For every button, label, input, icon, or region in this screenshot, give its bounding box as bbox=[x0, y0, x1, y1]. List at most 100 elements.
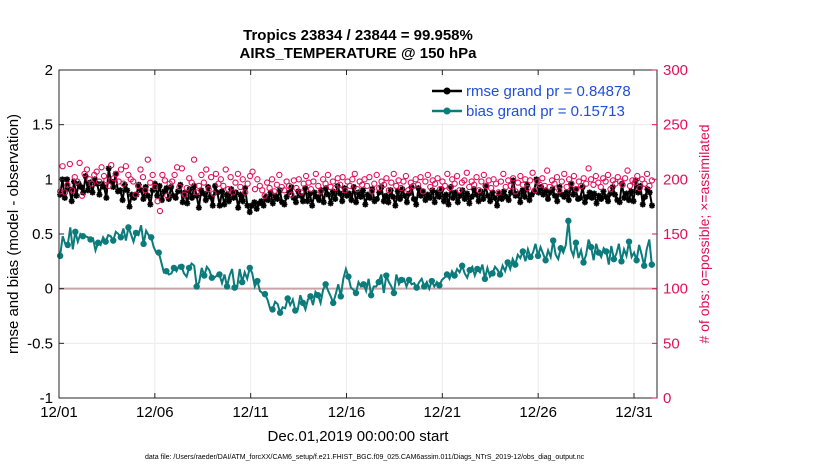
y-right-axis-ticks: 0 50 100 150 200 250 300 bbox=[652, 62, 688, 407]
obs-count-marker bbox=[509, 175, 517, 182]
bias-marker bbox=[512, 261, 519, 268]
obs-count-marker bbox=[582, 180, 590, 187]
rmse-marker bbox=[225, 198, 232, 205]
rmse-marker bbox=[223, 191, 230, 198]
rmse-marker bbox=[237, 191, 244, 198]
rmse-marker bbox=[593, 200, 600, 207]
obs-count-marker bbox=[556, 187, 563, 194]
rmse-marker bbox=[528, 191, 535, 198]
bias-marker bbox=[64, 241, 71, 249]
x-tick-label: 12/11 bbox=[232, 404, 268, 421]
rmse-marker bbox=[108, 178, 115, 185]
obs-count-marker bbox=[337, 181, 344, 188]
x-axis-ticks: 12/01 12/06 12/11 12/16 12/21 12/26 12/31 bbox=[40, 70, 653, 421]
rmse-marker bbox=[279, 199, 286, 206]
rmse-marker bbox=[542, 187, 549, 194]
rmse-marker bbox=[572, 186, 579, 193]
data-file-footnote: data file: /Users/raeder/DAI/ATM_forcXX/… bbox=[145, 454, 585, 461]
obs-count-marker bbox=[641, 180, 648, 187]
obs-count-marker bbox=[295, 176, 302, 183]
rmse-marker bbox=[357, 193, 364, 200]
rmse-marker bbox=[355, 189, 362, 196]
obs-count-marker bbox=[176, 183, 183, 191]
bias-marker bbox=[648, 261, 655, 268]
rmse-marker bbox=[149, 187, 156, 194]
bias-marker bbox=[307, 293, 314, 300]
bias-marker bbox=[367, 292, 375, 299]
rmse-marker bbox=[526, 197, 533, 204]
obs-count-marker bbox=[329, 178, 337, 185]
obs-count-marker bbox=[190, 156, 198, 163]
rmse-marker bbox=[98, 180, 105, 187]
obs-count-marker bbox=[519, 181, 526, 188]
obs-count-marker bbox=[251, 186, 259, 193]
rmse-marker bbox=[556, 183, 563, 190]
rmse-marker bbox=[168, 183, 175, 190]
rmse-marker bbox=[297, 192, 304, 199]
y-tick-label: 1 bbox=[45, 171, 53, 188]
rmse-marker bbox=[399, 186, 406, 193]
bias-marker bbox=[405, 276, 413, 284]
obs-count-marker bbox=[188, 179, 195, 186]
rmse-marker bbox=[466, 200, 473, 207]
rmse-marker bbox=[84, 187, 91, 194]
rmse-marker bbox=[635, 189, 642, 196]
y-tick-label: -0.5 bbox=[27, 335, 53, 352]
rmse-marker bbox=[480, 196, 487, 203]
rmse-marker bbox=[242, 185, 249, 192]
obs-count-marker bbox=[400, 178, 407, 185]
obs-count-marker bbox=[130, 178, 137, 185]
obs-count-marker bbox=[339, 173, 346, 181]
obs-count-marker bbox=[621, 175, 629, 182]
obs-count-marker bbox=[227, 173, 234, 181]
bias-marker bbox=[269, 306, 276, 313]
rmse-marker bbox=[586, 189, 593, 196]
rmse-marker bbox=[380, 198, 387, 205]
obs-count-marker bbox=[302, 172, 310, 180]
bias-marker bbox=[519, 248, 527, 255]
obs-count-marker bbox=[207, 173, 215, 181]
obs-count-marker bbox=[142, 187, 149, 194]
obs-count-marker bbox=[385, 187, 393, 194]
rmse-marker bbox=[348, 197, 355, 204]
bias-marker bbox=[299, 299, 307, 307]
obs-count-marker bbox=[254, 176, 261, 183]
rmse-marker bbox=[212, 182, 219, 189]
obs-count-marker bbox=[568, 180, 575, 187]
plot-series bbox=[56, 156, 656, 316]
rmse-marker bbox=[447, 183, 454, 190]
obs-count-marker bbox=[478, 178, 485, 185]
rmse-marker bbox=[524, 181, 531, 188]
y-right-tick-label: 250 bbox=[663, 117, 688, 134]
obs-count-marker bbox=[424, 171, 432, 179]
rmse-marker bbox=[209, 202, 216, 209]
bias-marker bbox=[436, 282, 443, 289]
bias-marker bbox=[398, 276, 405, 284]
obs-count-marker bbox=[229, 189, 237, 196]
obs-count-marker bbox=[497, 178, 505, 185]
rmse-marker bbox=[616, 199, 623, 206]
rmse-marker bbox=[605, 198, 612, 205]
obs-count-marker bbox=[156, 207, 164, 215]
rmse-marker bbox=[306, 190, 313, 197]
obs-count-marker bbox=[78, 192, 86, 199]
bias-marker bbox=[375, 278, 382, 286]
bias-marker bbox=[87, 236, 94, 243]
y-right-tick-label: 200 bbox=[663, 171, 688, 188]
obs-count-marker bbox=[551, 180, 558, 187]
obs-count-marker bbox=[134, 182, 142, 190]
rmse-marker bbox=[343, 192, 350, 199]
obs-count-marker bbox=[312, 170, 319, 178]
rmse-marker bbox=[438, 186, 445, 193]
obs-count-marker bbox=[108, 161, 115, 169]
legend-rmse-label: rmse grand pr = 0.84878 bbox=[466, 83, 631, 100]
rmse-marker bbox=[427, 194, 434, 201]
rmse-marker bbox=[422, 197, 429, 204]
obs-count-marker bbox=[531, 187, 539, 194]
bias-marker bbox=[595, 249, 602, 256]
rmse-marker bbox=[172, 194, 179, 201]
bias-marker bbox=[110, 237, 117, 244]
rmse-marker bbox=[581, 199, 588, 206]
rmse-marker bbox=[503, 193, 510, 200]
rmse-marker bbox=[332, 196, 339, 203]
